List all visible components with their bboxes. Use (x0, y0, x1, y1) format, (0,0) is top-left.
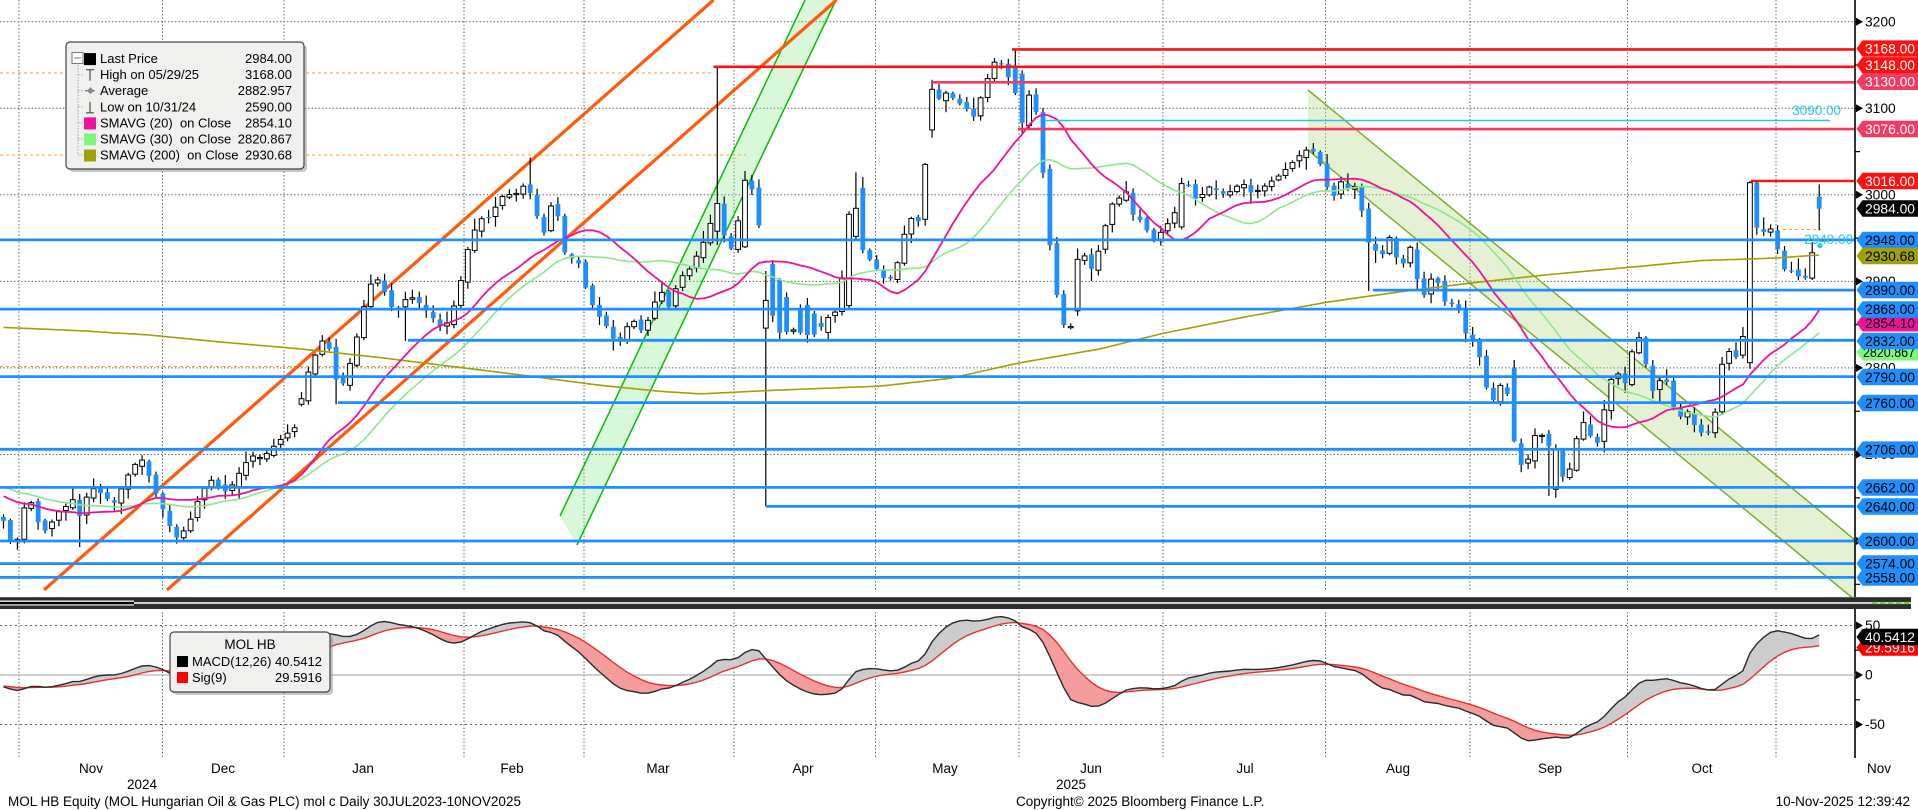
svg-text:2590.00: 2590.00 (245, 99, 292, 114)
svg-text:2984.00: 2984.00 (1865, 201, 1915, 216)
svg-text:Aug: Aug (1386, 761, 1410, 776)
svg-text:Nov: Nov (1867, 761, 1891, 776)
svg-text:Last Price: Last Price (100, 51, 158, 66)
svg-text:Low on 10/31/24: Low on 10/31/24 (100, 99, 196, 114)
svg-text:2024: 2024 (127, 777, 158, 792)
svg-text:High on 05/29/25: High on 05/29/25 (100, 67, 199, 82)
svg-text:May: May (932, 761, 958, 776)
svg-text:Average: Average (100, 83, 148, 98)
svg-text:3200: 3200 (1865, 14, 1896, 29)
svg-text:SMAVG (20) on Close: SMAVG (20) on Close (100, 115, 231, 130)
svg-text:2820.867: 2820.867 (238, 131, 292, 146)
svg-text:3000: 3000 (1865, 187, 1896, 202)
svg-text:Dec: Dec (211, 761, 235, 776)
svg-text:3148.00: 3148.00 (1865, 58, 1915, 73)
svg-text:3168.00: 3168.00 (1865, 41, 1915, 56)
svg-text:Jan: Jan (352, 761, 374, 776)
svg-text:2600.00: 2600.00 (1865, 534, 1915, 549)
svg-text:3076.00: 3076.00 (1865, 122, 1915, 137)
svg-text:0: 0 (1865, 668, 1873, 683)
svg-text:40.5412: 40.5412 (1865, 630, 1915, 645)
svg-text:Feb: Feb (500, 761, 523, 776)
svg-text:Sep: Sep (1538, 761, 1562, 776)
svg-text:SMAVG (30) on Close: SMAVG (30) on Close (100, 131, 231, 146)
svg-text:MOL HB: MOL HB (224, 637, 275, 652)
svg-text:2868.00: 2868.00 (1865, 302, 1915, 317)
svg-text:2706.00: 2706.00 (1865, 442, 1915, 457)
svg-text:2882.957: 2882.957 (238, 83, 292, 98)
svg-text:40.5412: 40.5412 (275, 654, 322, 669)
svg-text:MACD(12,26): MACD(12,26) (192, 654, 271, 669)
svg-text:3016.00: 3016.00 (1865, 174, 1915, 189)
svg-text:10-Nov-2025 12:39:42: 10-Nov-2025 12:39:42 (1776, 794, 1910, 809)
svg-text:2930.68: 2930.68 (1865, 249, 1915, 264)
svg-text:2940.00: 2940.00 (1804, 232, 1853, 247)
svg-text:2025: 2025 (1056, 777, 1086, 792)
svg-text:Jul: Jul (1236, 761, 1253, 776)
svg-text:2790.00: 2790.00 (1865, 370, 1915, 385)
svg-text:29.5916: 29.5916 (275, 670, 322, 685)
svg-text:Mar: Mar (646, 761, 670, 776)
svg-text:Oct: Oct (1691, 761, 1712, 776)
svg-text:Apr: Apr (792, 761, 814, 776)
svg-text:2854.10: 2854.10 (245, 115, 292, 130)
svg-text:2948.00: 2948.00 (1865, 233, 1915, 248)
svg-text:2760.00: 2760.00 (1865, 396, 1915, 411)
svg-text:Jun: Jun (1080, 761, 1102, 776)
svg-text:2832.00: 2832.00 (1865, 334, 1915, 349)
svg-text:SMAVG (200) on Close: SMAVG (200) on Close (100, 148, 238, 163)
svg-text:3130.00: 3130.00 (1865, 75, 1915, 90)
svg-text:3168.00: 3168.00 (245, 67, 292, 82)
svg-text:MOL HB Equity (MOL Hungarian O: MOL HB Equity (MOL Hungarian Oil & Gas P… (8, 794, 521, 809)
svg-text:2640.00: 2640.00 (1865, 499, 1915, 514)
svg-text:2890.00: 2890.00 (1865, 283, 1915, 298)
svg-text:2662.00: 2662.00 (1865, 480, 1915, 495)
svg-text:Copyright© 2025 Bloomberg Fina: Copyright© 2025 Bloomberg Finance L.P. (1016, 794, 1264, 809)
svg-text:3100: 3100 (1865, 101, 1896, 116)
svg-text:Sig(9): Sig(9) (192, 670, 227, 685)
svg-text:Nov: Nov (79, 761, 103, 776)
svg-text:2574.00: 2574.00 (1865, 556, 1915, 571)
svg-text:2558.00: 2558.00 (1865, 570, 1915, 585)
svg-text:-50: -50 (1865, 717, 1885, 732)
svg-text:3090.00: 3090.00 (1792, 103, 1841, 118)
svg-text:2984.00: 2984.00 (245, 51, 292, 66)
svg-text:2930.68: 2930.68 (245, 148, 292, 163)
svg-text:2854.10: 2854.10 (1865, 316, 1915, 331)
